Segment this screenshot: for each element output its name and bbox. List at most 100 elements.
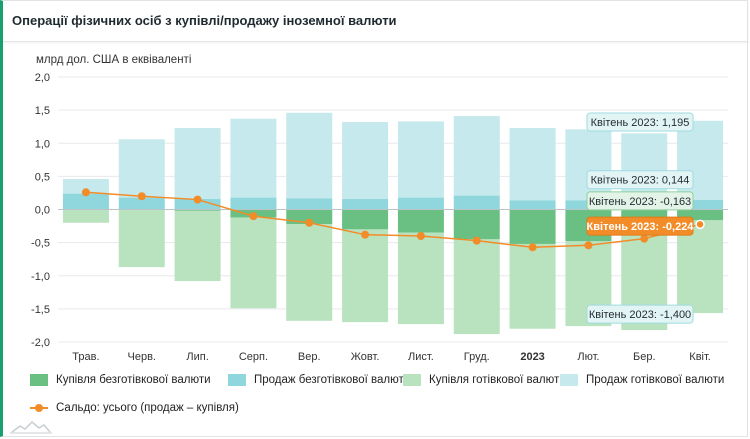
x-tick-label: Лип.: [186, 351, 208, 363]
bar-noncash-buy: [397, 209, 444, 233]
bar-noncash-sell: [677, 199, 724, 210]
bar-cash-buy: [174, 210, 221, 282]
legend-label: Продаж готівкової валюти: [586, 374, 725, 386]
legend-item-cash-sell[interactable]: Продаж готівкової валюти: [560, 374, 724, 386]
balance-point: [249, 212, 258, 221]
balance-point: [137, 192, 146, 201]
tooltip-box: [586, 170, 694, 190]
tooltip-bar: Квітень 2023: 0,144: [586, 170, 694, 190]
y-tick-label: 0,0: [35, 205, 50, 217]
bar-noncash-buy: [453, 209, 500, 240]
tooltip-bar: Квітень 2023: 1,195: [586, 112, 694, 132]
legend-item-balance[interactable]: Сальдо: усього (продаж – купівля): [30, 402, 239, 414]
legend-label: Купівля готівкової валюти: [429, 374, 566, 386]
tooltip-text: Квітень 2023: 1,195: [591, 117, 690, 129]
bar-cash-sell: [509, 128, 556, 201]
legend-item-noncash-buy[interactable]: Купівля безготівкової валюти: [30, 374, 211, 386]
bar-cash-sell: [397, 121, 444, 198]
x-tick-label: 2023: [520, 351, 544, 363]
x-tick-label: Трав.: [72, 351, 99, 363]
tooltip-balance: Квітень 2023: -0,224: [586, 216, 695, 236]
balance-line: [85, 191, 701, 249]
balance-point: [193, 195, 202, 204]
legend-swatch: [228, 374, 246, 386]
y-tick-label: 2,0: [35, 72, 50, 84]
legend-item-noncash-sell[interactable]: Продаж безготівкової валюти: [228, 374, 410, 386]
tooltip-text: Квітень 2023: -0,224: [587, 221, 695, 233]
chart-title: Операції фізичних осіб з купівлі/продажу…: [12, 13, 397, 28]
x-tick-label: Серп.: [239, 351, 268, 363]
legend-label: Купівля безготівкової валюти: [56, 374, 211, 386]
balance-point: [640, 234, 649, 243]
legend-label: Сальдо: усього (продаж – купівля): [56, 402, 239, 414]
bar-cash-buy: [509, 243, 556, 329]
bar-noncash-sell: [509, 200, 556, 210]
tooltip-box: [586, 112, 694, 132]
bar-cash-sell: [286, 112, 333, 199]
bar-noncash-sell: [286, 198, 333, 210]
legend-swatch: [30, 374, 48, 386]
y-tick-label: 0,5: [35, 171, 50, 183]
bar-cash-buy: [286, 224, 333, 321]
bar-noncash-sell: [453, 195, 500, 210]
legend-item-cash-buy[interactable]: Купівля готівкової валюти: [403, 374, 566, 386]
x-tick-label: Бер.: [633, 351, 656, 363]
tooltip-box: [586, 191, 694, 211]
bar-cash-sell: [118, 139, 165, 198]
tooltip-text: Квітень 2023: 0,144: [591, 175, 690, 187]
bar-noncash-sell: [230, 197, 277, 210]
y-tick-label: -1,5: [31, 304, 50, 316]
tooltip-box: [586, 216, 694, 236]
bar-noncash-buy: [286, 209, 333, 225]
bar-noncash-buy: [174, 209, 221, 211]
tooltip-box: [586, 304, 694, 324]
y-tick-label: -0,5: [31, 238, 50, 250]
x-tick-label: Квіт.: [689, 351, 711, 363]
mountain-logo-icon: [10, 420, 52, 434]
bar-cash-buy: [342, 229, 389, 323]
x-tick-label: Груд.: [464, 351, 490, 363]
balance-point: [81, 188, 90, 197]
balance-point: [361, 230, 370, 239]
bar-noncash-sell: [397, 197, 444, 210]
balance-point: [584, 241, 593, 250]
y-tick-label: 1,0: [35, 138, 50, 150]
balance-point: [472, 236, 481, 245]
legend-line-icon: [30, 402, 48, 414]
x-tick-label: Лист.: [408, 351, 434, 363]
bar-cash-sell: [453, 116, 500, 196]
bar-cash-sell: [174, 128, 221, 199]
tooltip-text: Квітень 2023: -0,163: [589, 196, 691, 208]
tooltip-text: Квітень 2023: -1,400: [589, 309, 691, 321]
bar-cash-sell: [565, 129, 612, 201]
balance-point: [528, 243, 537, 252]
bar-cash-buy: [397, 232, 444, 325]
chart-header: Операції фізичних осіб з купівлі/продажу…: [3, 0, 748, 42]
x-tick-label: Вер.: [298, 351, 321, 363]
bar-cash-sell: [621, 133, 668, 200]
bar-cash-buy: [118, 210, 165, 268]
y-axis-label: млрд дол. США в еквіваленті: [36, 54, 192, 66]
bar-noncash-buy: [677, 209, 724, 221]
bar-cash-sell: [230, 118, 277, 198]
bar-cash-buy: [62, 209, 109, 223]
bar-cash-buy: [230, 217, 277, 309]
tooltip-bar: Квітень 2023: -1,400: [586, 304, 694, 324]
legend-label: Продаж безготівкової валюти: [254, 374, 411, 386]
bar-noncash-buy: [342, 209, 389, 230]
x-tick-label: Лют.: [577, 351, 599, 363]
bar-noncash-sell: [174, 198, 221, 210]
y-tick-label: -2,0: [31, 337, 50, 349]
tooltip-bar: Квітень 2023: -0,163: [586, 191, 694, 211]
bar-noncash-sell: [118, 197, 165, 210]
y-tick-label: -1,0: [31, 271, 50, 283]
bar-cash-sell: [342, 122, 389, 199]
balance-point: [305, 218, 314, 227]
bar-noncash-sell: [62, 193, 109, 210]
x-tick-label: Черв.: [128, 351, 156, 363]
bar-cash-sell: [62, 179, 109, 194]
bar-cash-buy: [453, 239, 500, 335]
y-tick-label: 1,5: [35, 105, 50, 117]
balance-point-active: [695, 219, 705, 230]
